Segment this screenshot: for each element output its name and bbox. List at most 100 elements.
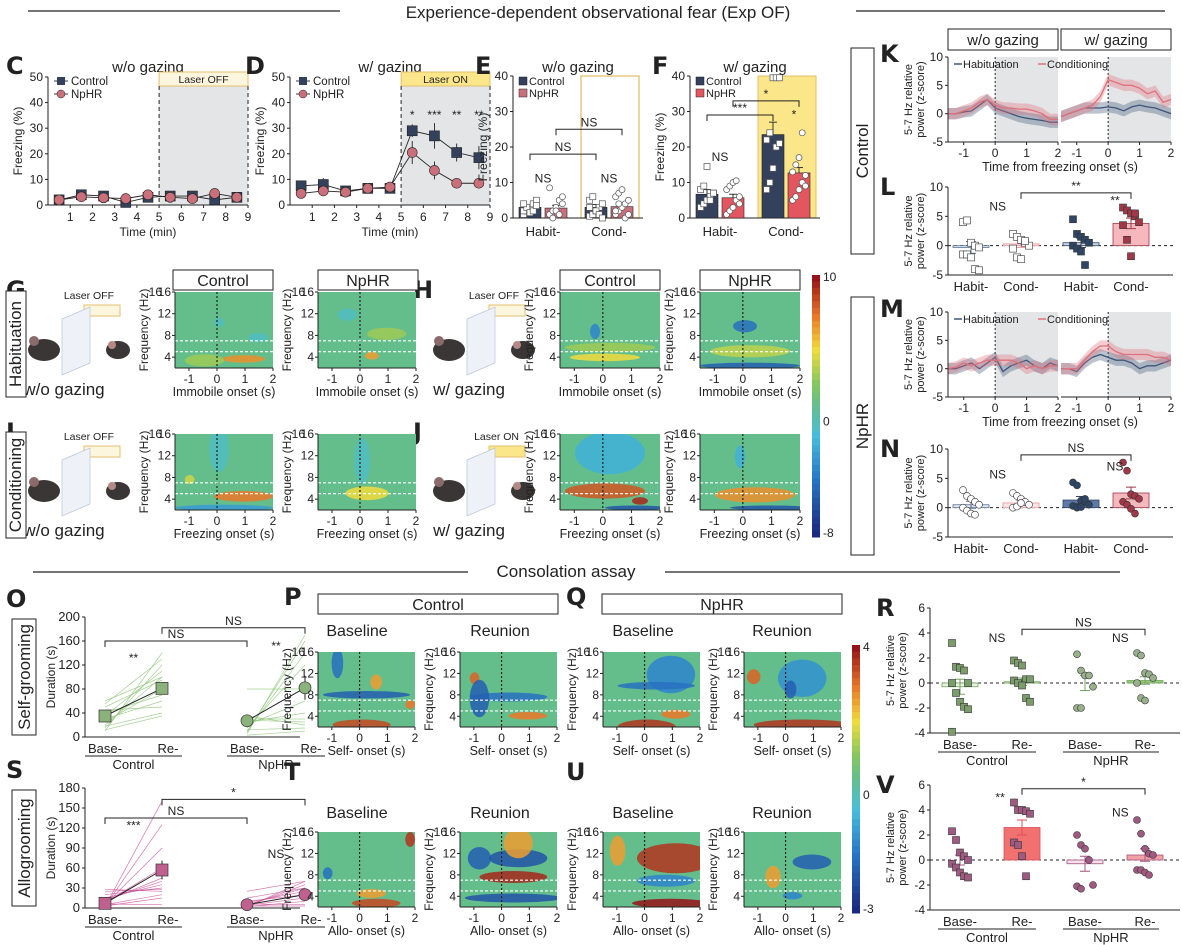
chart-V: -4 -2 0 2 4 6 5-7 Hz relative power (z-score) Ba…	[885, 775, 1180, 945]
y-axis-label: Freezing (%)	[476, 113, 490, 182]
x-tick-label: -1	[327, 514, 338, 528]
y-tick-label: 0	[936, 501, 943, 515]
y-axis-label: 5-7 Hz relative	[903, 196, 915, 267]
data-point-control	[429, 130, 440, 142]
y-tick-label: 4	[689, 350, 696, 364]
y-axis-label: power (z-score)	[915, 455, 927, 531]
colorbar-segment	[852, 651, 860, 659]
category-label: Cond-	[591, 224, 626, 239]
x-tick-label: 1	[242, 514, 249, 528]
y-tick-label: 40	[272, 96, 286, 110]
condition-label: Base-	[88, 741, 122, 756]
condition-title: Baseline	[326, 623, 387, 640]
individual-point	[1085, 856, 1093, 864]
post-onset-shade	[995, 312, 1058, 397]
individual-line	[246, 887, 306, 899]
colorbar-segment	[852, 866, 860, 874]
y-axis-label: 5-7 Hz relative	[885, 635, 897, 706]
panel-label-U: U	[566, 758, 586, 786]
y-axis-label: Frequency (Hz)	[706, 828, 720, 911]
group-header-box	[601, 593, 843, 615]
individual-point	[1018, 681, 1026, 690]
trace-conditioning	[948, 98, 1058, 120]
x-tick-label: 2	[1168, 401, 1175, 415]
data-point-nphr	[187, 193, 198, 204]
legend-label: Conditioning	[1047, 314, 1108, 326]
power-region	[222, 355, 266, 363]
bar-nphr	[787, 172, 811, 219]
y-tick-label: 12	[443, 846, 457, 860]
x-tick-label: 0	[992, 401, 999, 415]
individual-line	[104, 700, 163, 720]
significance-bracket	[1020, 454, 1132, 461]
individual-line	[246, 715, 306, 726]
power-region	[214, 317, 225, 327]
colorbar-segment	[812, 281, 820, 289]
x-tick-label: 1	[1136, 146, 1143, 160]
x-tick-label: -1	[709, 514, 720, 528]
individual-point	[1026, 697, 1034, 706]
power-region	[632, 497, 648, 505]
significance-label: NS	[535, 172, 552, 186]
colorbar-segment	[852, 859, 860, 867]
individual-point	[952, 863, 960, 872]
panel-label-L: L	[880, 173, 895, 201]
legend-label: NpHR	[529, 88, 559, 100]
y-tick-label: 160	[58, 633, 80, 648]
y-tick-label: 16	[292, 285, 306, 299]
mouse-ear	[434, 477, 444, 487]
individual-point	[1137, 829, 1145, 838]
y-tick-label: 16	[292, 825, 306, 839]
colorbar-segment	[852, 752, 860, 760]
x-axis-label: Immobile onset (s)	[173, 385, 276, 399]
sem-band-conditioning	[1061, 74, 1171, 123]
panel-label-N: N	[880, 435, 900, 463]
data-point-control	[473, 152, 485, 163]
individual-point	[1081, 844, 1089, 853]
power-region	[479, 871, 548, 883]
y-axis-label: Frequency (Hz)	[422, 828, 436, 911]
individual-line	[246, 664, 306, 729]
y-tick-label: 0	[918, 676, 925, 690]
x-tick-label: 2	[1055, 401, 1062, 415]
mean-marker	[98, 896, 112, 910]
individual-point	[1135, 495, 1143, 503]
individual-point	[960, 666, 968, 675]
condition-title: Reunion	[470, 623, 530, 640]
power-region	[184, 475, 195, 485]
y-tick-label: 8	[164, 328, 171, 342]
y-axis-label: Frequency (Hz)	[522, 431, 536, 514]
setup-illustration: Laser OFF w/ gazing	[432, 290, 535, 399]
significance-label: *	[792, 108, 797, 122]
category-label: Re-	[1135, 737, 1156, 752]
data-point-nphr	[295, 188, 307, 199]
individual-line	[104, 897, 163, 907]
y-tick-label: 8	[549, 328, 556, 342]
individual-line	[246, 700, 306, 726]
colorbar-segment	[852, 745, 860, 753]
y-tick-label: 20	[672, 140, 686, 154]
individual-point	[967, 253, 975, 262]
y-tick-label: 30	[30, 121, 44, 135]
y-tick-label: 4	[733, 889, 740, 903]
category-label: Cond-	[1003, 279, 1038, 294]
x-tick-label: 1	[768, 514, 775, 528]
heatmap	[318, 832, 415, 907]
data-point-nphr	[473, 177, 485, 189]
individual-point	[1077, 704, 1085, 712]
colorbar-segment	[812, 288, 820, 296]
x-tick-label: 2	[1055, 146, 1062, 160]
power-region	[322, 867, 333, 880]
sem-band-conditioning	[948, 354, 1058, 375]
power-region	[354, 437, 370, 484]
x-tick-label: 2	[797, 514, 804, 528]
x-axis-label: Freezing onset (s)	[700, 527, 801, 541]
individual-point	[971, 510, 979, 519]
individual-point	[625, 196, 632, 204]
significance-label: **	[129, 651, 139, 665]
x-tick-label: 0	[600, 372, 607, 386]
y-tick-label: 4	[307, 889, 314, 903]
category-label: Habit-	[1064, 541, 1099, 556]
